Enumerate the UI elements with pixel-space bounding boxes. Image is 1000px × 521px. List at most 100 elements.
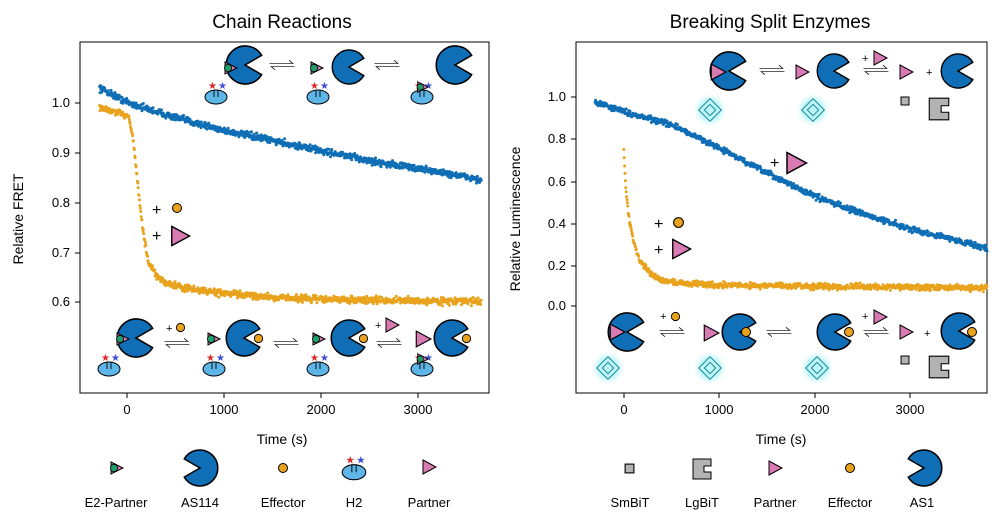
data-point: [199, 120, 203, 124]
as114-icon: [183, 449, 219, 487]
partner-icon: [385, 317, 400, 333]
data-point: [138, 206, 142, 210]
data-point: [134, 101, 138, 105]
data-point: [135, 172, 139, 176]
data-point: [223, 294, 227, 298]
data-point: [827, 288, 831, 292]
smbit-icon: [900, 96, 910, 106]
data-point: [140, 218, 144, 222]
right-y-ticks: 1.0 0.8 0.6 0.4 0.2 0.0: [548, 89, 576, 313]
data-point: [127, 114, 131, 118]
data-point: [985, 249, 989, 253]
data-point: [232, 288, 236, 292]
scheme-plus-sign: +: [924, 328, 930, 340]
data-point: [905, 282, 909, 286]
data-point: [173, 280, 177, 284]
h2-icon: [341, 454, 367, 481]
data-point: [416, 296, 420, 300]
effector-icon: [358, 333, 369, 344]
data-point: [371, 302, 375, 306]
legend-label-h2: H2: [346, 495, 363, 510]
lgbit-icon: [928, 355, 950, 379]
data-point: [624, 190, 628, 194]
data-point: [268, 141, 272, 145]
right-ytick-label: 0.2: [548, 258, 566, 273]
legend-label-lgbit: LgBiT: [685, 495, 719, 510]
data-point: [327, 147, 331, 151]
h2-icon: [97, 352, 121, 377]
left-ytick-label: 0.9: [52, 145, 70, 160]
data-point: [348, 297, 352, 301]
data-point: [142, 232, 146, 236]
h2-icon: [306, 80, 330, 105]
data-point: [478, 181, 481, 184]
data-point: [476, 296, 480, 300]
left-xtick-label: 3000: [404, 402, 433, 417]
data-point: [736, 285, 740, 289]
data-point: [158, 275, 162, 279]
data-point: [217, 295, 221, 299]
data-point: [622, 148, 626, 151]
right-ytick-label: 0.0: [548, 298, 566, 313]
data-point: [894, 218, 897, 222]
right-x-ticks: 0 1000 2000 3000: [620, 393, 924, 417]
data-point: [280, 139, 284, 142]
data-point: [134, 165, 138, 169]
data-point: [143, 238, 147, 242]
data-point: [424, 165, 428, 169]
data-point: [475, 174, 479, 178]
right-axes-frame: [575, 41, 988, 394]
effector-icon: [278, 463, 288, 473]
left-ytick-label: 0.7: [52, 245, 70, 260]
data-point: [153, 268, 157, 272]
data-point: [634, 247, 638, 251]
equilibrium-arrow-icon: [164, 337, 190, 349]
data-point: [374, 294, 378, 298]
left-ytick-label: 0.6: [52, 294, 70, 309]
data-point: [141, 102, 145, 105]
data-point: [132, 139, 135, 143]
data-point: [214, 294, 218, 298]
data-point: [839, 201, 842, 205]
data-point: [412, 163, 416, 167]
data-point: [143, 240, 147, 244]
right-plus-effector-sign: +: [654, 216, 663, 233]
data-point: [471, 296, 475, 299]
data-point: [324, 294, 328, 298]
data-point: [188, 117, 192, 121]
right-xtick-label: 0: [620, 402, 627, 417]
data-point: [219, 288, 222, 292]
data-point: [466, 302, 470, 306]
data-point: [624, 186, 628, 190]
data-point: [235, 289, 239, 293]
equilibrium-arrow-icon: [766, 326, 792, 338]
data-point: [313, 144, 317, 148]
data-point: [283, 137, 287, 141]
data-point: [123, 116, 127, 120]
right-plus-partner-sign: +: [654, 242, 663, 259]
equilibrium-arrow-icon: [863, 326, 889, 338]
e2-partner-icon: [109, 461, 124, 475]
lgbit-icon: [692, 458, 712, 480]
data-point: [144, 243, 148, 247]
data-point: [440, 298, 444, 302]
scheme-plus-sign: +: [926, 67, 932, 79]
partner-icon: [795, 64, 810, 80]
data-point: [634, 245, 637, 249]
luciferase-glow-icon: [691, 91, 729, 129]
luciferase-glow-icon: [794, 91, 832, 129]
data-point: [724, 281, 728, 285]
left-ylabel: Relative FRET: [10, 173, 26, 264]
data-point: [366, 301, 370, 304]
e2-partner-icon: [206, 332, 221, 346]
data-point: [425, 303, 429, 307]
partner-icon: [703, 324, 720, 342]
data-point: [315, 301, 319, 305]
data-point: [131, 134, 135, 138]
data-point: [140, 109, 144, 113]
data-point: [196, 119, 200, 123]
legend-label-effector: Effector: [261, 495, 306, 510]
partner-icon: [873, 50, 888, 66]
data-point: [186, 116, 190, 120]
scheme-plus-sign: +: [862, 53, 868, 65]
